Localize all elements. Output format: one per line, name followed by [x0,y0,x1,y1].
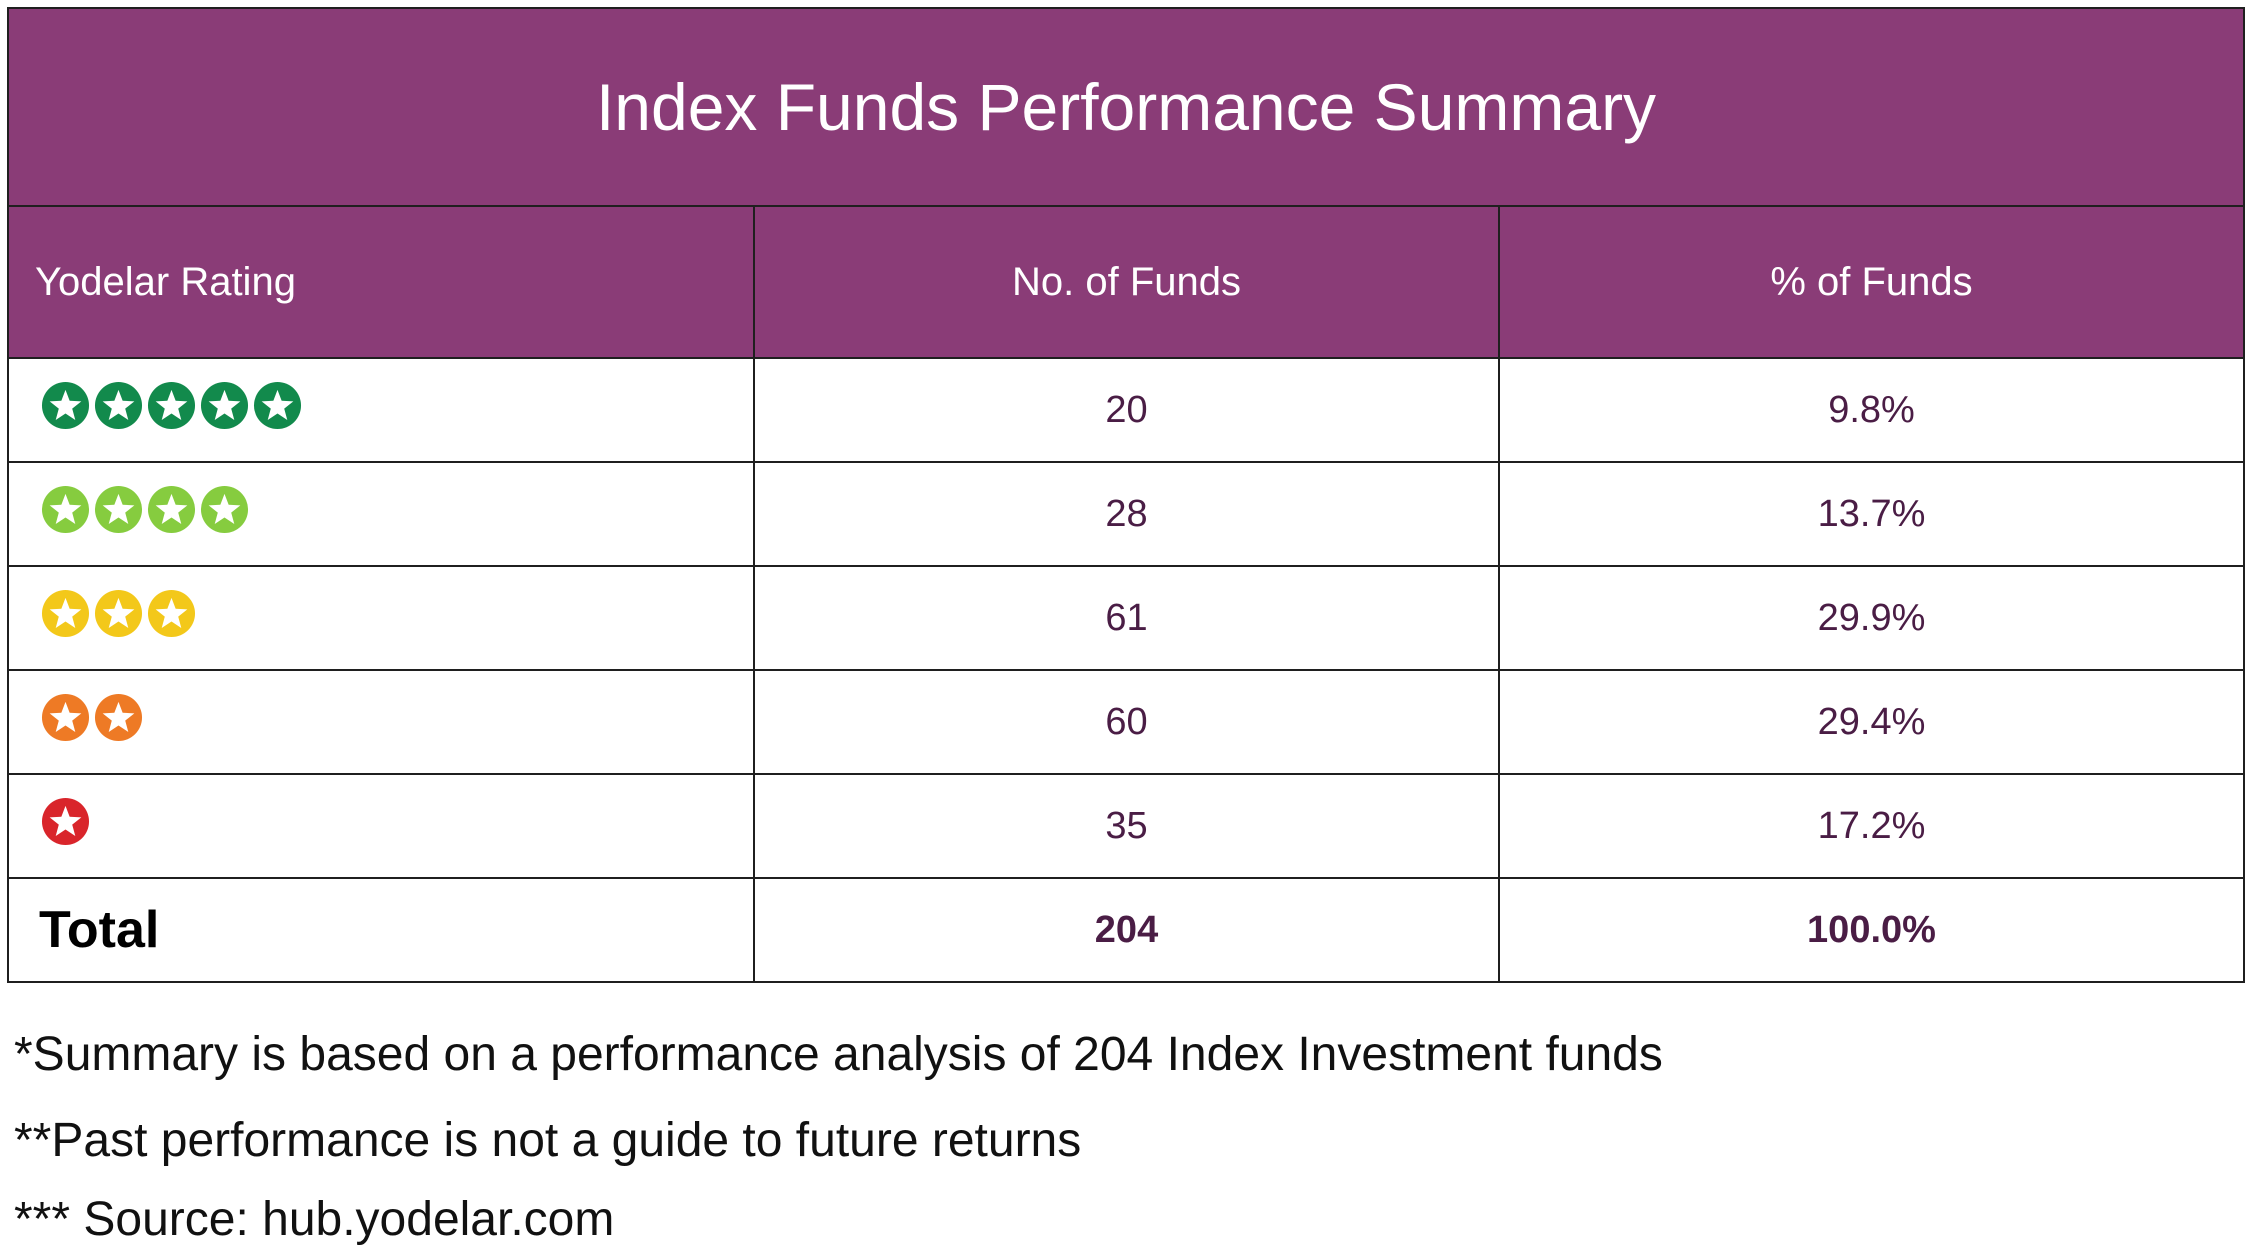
star-rating [41,797,94,845]
star-icon [94,485,143,544]
star-icon [147,485,196,544]
funds-count: 61 [753,565,1500,671]
footnote-source: *** Source: hub.yodelar.com [14,1193,615,1246]
table-row: 20 9.8% [7,357,2245,463]
star-icon [253,381,302,440]
funds-percent: 17.2% [1498,773,2245,879]
star-rating [41,381,306,429]
table-row: 35 17.2% [7,773,2245,879]
star-icon [41,589,90,648]
table-row: 60 29.4% [7,669,2245,775]
funds-count: 35 [753,773,1500,879]
star-icon [147,381,196,440]
star-icon [41,693,90,752]
table-row: 28 13.7% [7,461,2245,567]
summary-table: Index Funds Performance Summary Yodelar … [7,7,2245,983]
total-label: Total [7,877,755,983]
table-row: 61 29.9% [7,565,2245,671]
star-icon [94,381,143,440]
funds-count: 28 [753,461,1500,567]
star-rating [41,693,147,741]
total-row: Total 204 100.0% [7,877,2245,983]
star-icon [94,589,143,648]
funds-percent: 9.8% [1498,357,2245,463]
star-rating [41,589,200,637]
table-title: Index Funds Performance Summary [7,7,2245,207]
star-icon [41,485,90,544]
rating-cell [7,669,755,775]
star-icon [41,381,90,440]
header-percent-of-funds: % of Funds [1498,205,2245,359]
star-icon [41,797,90,856]
star-rating [41,485,253,533]
header-rating: Yodelar Rating [7,205,755,359]
rating-cell [7,773,755,879]
funds-count: 60 [753,669,1500,775]
star-icon [94,693,143,752]
header-no-of-funds: No. of Funds [753,205,1500,359]
star-icon [147,589,196,648]
total-funds: 204 [753,877,1500,983]
footnote-past-performance: **Past performance is not a guide to fut… [14,1114,1082,1167]
rating-cell [7,357,755,463]
title-row: Index Funds Performance Summary [7,7,2245,207]
funds-percent: 29.4% [1498,669,2245,775]
funds-count: 20 [753,357,1500,463]
rating-cell [7,565,755,671]
funds-percent: 29.9% [1498,565,2245,671]
star-icon [200,485,249,544]
star-icon [200,381,249,440]
total-percent: 100.0% [1498,877,2245,983]
funds-percent: 13.7% [1498,461,2245,567]
footnote-summary: *Summary is based on a performance analy… [14,1028,1663,1081]
rating-cell [7,461,755,567]
header-row: Yodelar Rating No. of Funds % of Funds [7,205,2245,359]
